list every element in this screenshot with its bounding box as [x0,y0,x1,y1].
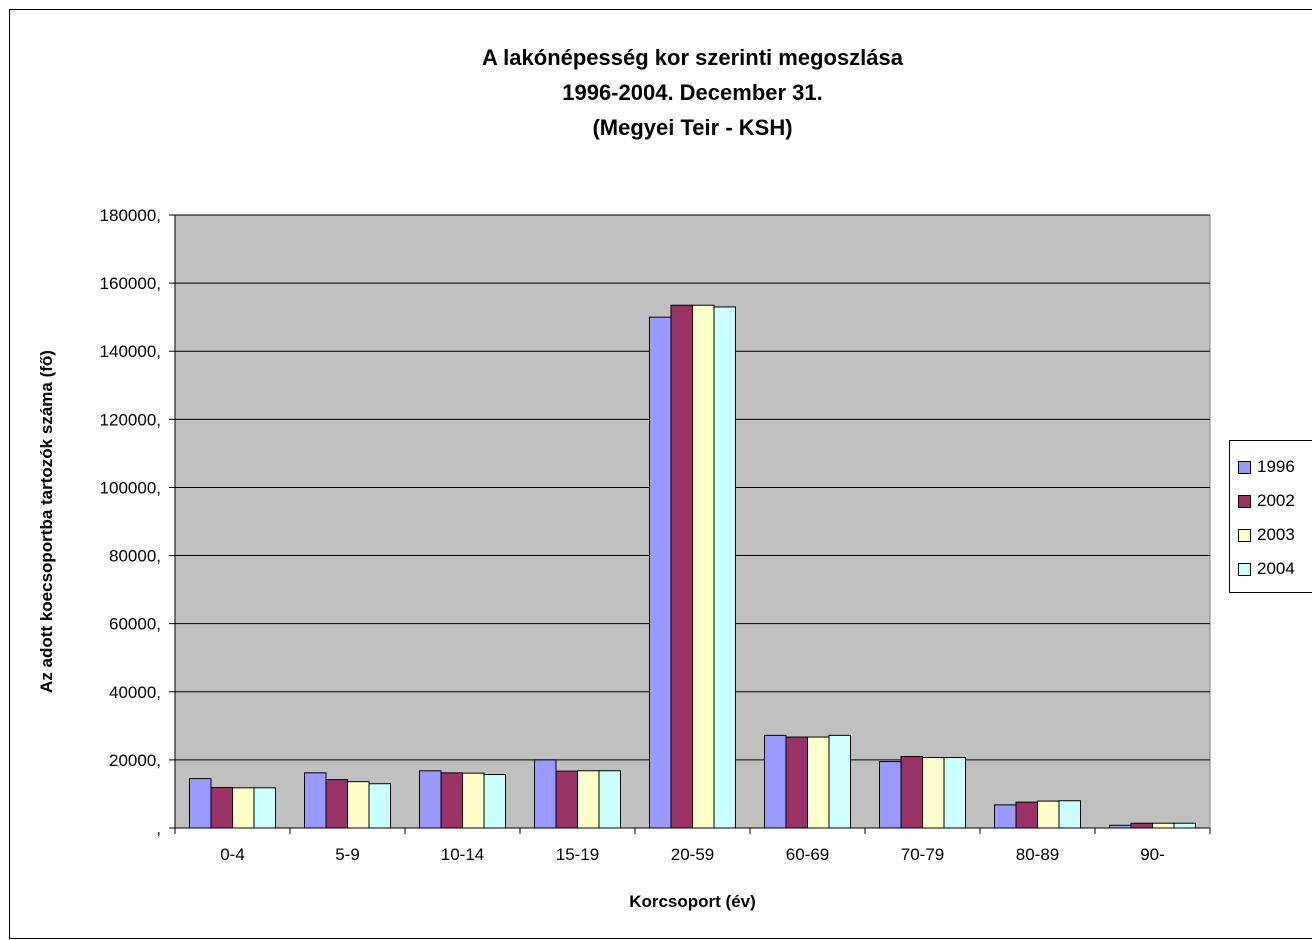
legend-item-2004: 2004 [1238,557,1295,581]
legend-item-2002: 2002 [1238,489,1295,513]
x-tick-label: 70-79 [901,845,944,864]
chart-title: A lakónépesség kor szerinti megoszlása 1… [175,40,1210,145]
bar-1996-70-79 [879,761,902,829]
bar-2002-20-59 [670,304,693,829]
bar-2003-10-14 [462,772,485,829]
x-axis-title: Korcsoport (év) [629,892,756,911]
bar-2004-90- [1173,822,1196,829]
x-tick-label: 5-9 [335,845,360,864]
y-tick-label: 160000, [100,274,161,293]
bar-2004-70-79 [943,757,966,829]
bar-2003-60-69 [807,736,830,829]
bar-2002-15-19 [555,770,578,829]
bar-1996-5-9 [304,772,327,829]
legend-swatch [1238,562,1251,576]
y-tick-label: 20000, [109,751,161,770]
legend-label: 2002 [1257,491,1295,510]
legend: 1996 2002 2003 2004 [1229,440,1312,593]
bar-1996-20-59 [649,316,672,829]
bar-2004-80-89 [1058,800,1081,829]
bar-2003-15-19 [577,770,600,829]
bar-2002-60-69 [785,736,808,829]
x-tick-label: 15-19 [556,845,599,864]
x-tick-label: 0-4 [220,845,245,864]
title-line-2: 1996-2004. December 31. [562,80,823,105]
bar-2003-5-9 [347,781,370,829]
bar-2004-15-19 [598,770,621,829]
legend-swatch [1238,528,1251,542]
legend-label: 2004 [1257,559,1295,578]
bar-2004-0-4 [253,787,276,829]
legend-item-1996: 1996 [1238,455,1295,479]
x-tick-label: 20-59 [671,845,714,864]
y-tick-label: 180000, [100,206,161,225]
bar-2004-60-69 [828,734,851,829]
bar-2003-80-89 [1037,800,1060,829]
y-tick-label: 60000, [109,615,161,634]
x-tick-label: 80-89 [1016,845,1059,864]
y-tick-label: , [156,819,161,838]
legend-label: 2003 [1257,525,1295,544]
y-axis-title: Az adott koecsoportba tartozók száma (fő… [37,350,56,693]
y-tick-label: 140000, [100,342,161,361]
bar-2002-10-14 [440,772,463,829]
legend-swatch [1238,460,1251,474]
bar-1996-15-19 [534,759,557,829]
bar-2002-90- [1130,822,1153,829]
bar-2003-70-79 [922,757,945,829]
y-tick-label: 80000, [109,547,161,566]
bar-2002-0-4 [210,786,233,829]
bar-2004-10-14 [483,774,506,829]
y-tick-label: 100000, [100,478,161,497]
bar-1996-90- [1109,824,1132,829]
bar-2003-20-59 [692,304,715,829]
bar-2003-0-4 [232,787,255,829]
bar-1996-60-69 [764,734,787,829]
bar-2004-20-59 [713,306,736,829]
bar-1996-80-89 [994,804,1017,829]
title-line-1: A lakónépesség kor szerinti megoszlása [481,45,904,70]
legend-swatch [1238,494,1251,508]
x-tick-label: 60-69 [786,845,829,864]
x-tick-label: 10-14 [441,845,484,864]
bar-2003-90- [1152,822,1175,829]
bar-2002-5-9 [325,779,348,829]
x-tick-label: 90- [1140,845,1165,864]
y-tick-label: 40000, [109,683,161,702]
bar-1996-0-4 [189,778,212,829]
bar-1996-10-14 [419,770,442,829]
bar-2002-70-79 [900,755,923,829]
y-tick-label: 120000, [100,410,161,429]
legend-item-2003: 2003 [1238,523,1295,547]
bar-2004-5-9 [368,783,391,829]
legend-label: 1996 [1257,457,1295,476]
bar-2002-80-89 [1015,801,1038,829]
title-line-3: (Megyei Teir - KSH) [592,115,793,140]
